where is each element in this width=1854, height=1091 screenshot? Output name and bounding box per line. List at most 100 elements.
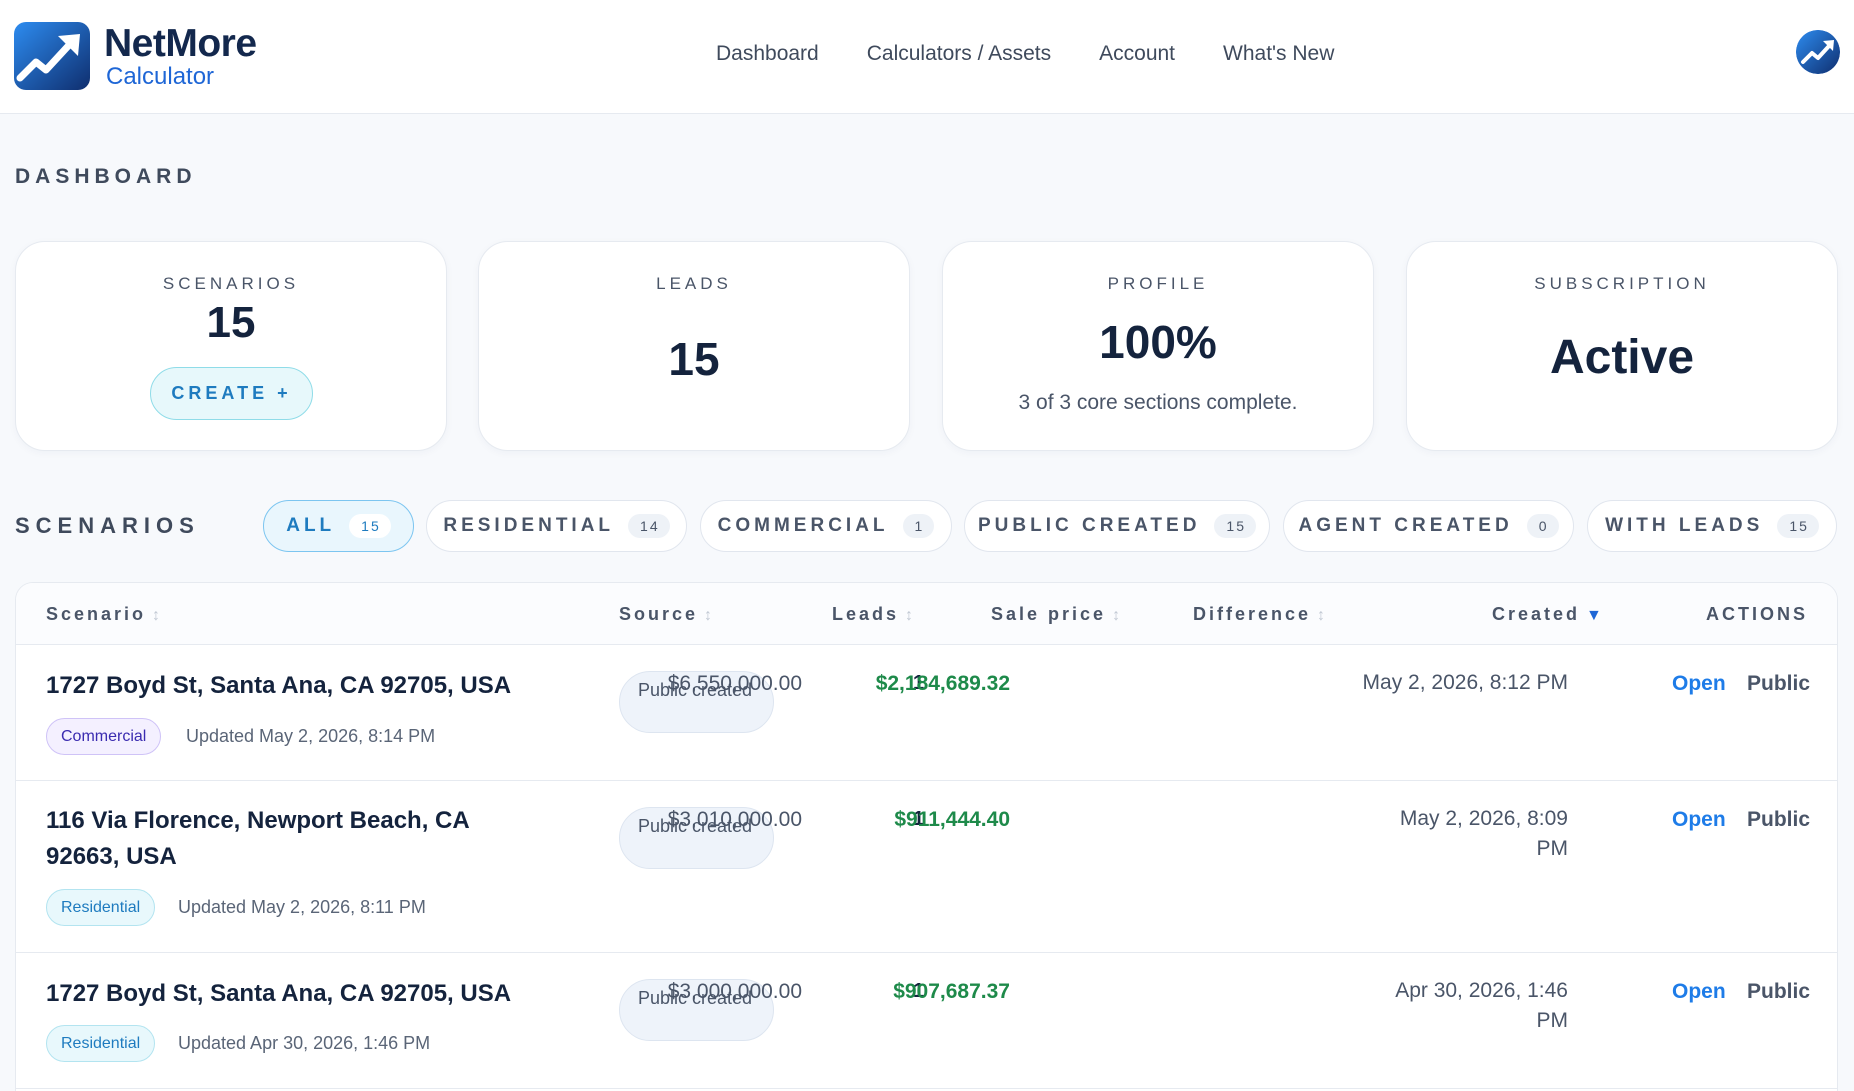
scenario-address[interactable]: 1727 Boyd St, Santa Ana, CA 92705, USA — [46, 980, 512, 1007]
filter-label: COMMERCIAL — [717, 515, 889, 536]
nav-whats-new[interactable]: What's New — [1223, 42, 1335, 65]
user-avatar[interactable] — [1796, 30, 1840, 74]
scenarios-card-label: SCENARIOS — [162, 274, 300, 293]
filter-label: PUBLIC CREATED — [977, 515, 1201, 536]
sort-updown-icon: ↕ — [1112, 607, 1121, 624]
filter-count: 15 — [349, 514, 391, 538]
filter-residential[interactable]: RESIDENTIAL 14 — [426, 500, 687, 552]
page-title: DASHBOARD — [15, 165, 197, 188]
sort-updown-icon: ↕ — [1317, 607, 1326, 624]
profile-completion: 100% — [1099, 316, 1217, 368]
column-actions: ACTIONS — [1706, 604, 1808, 625]
filter-public-created[interactable]: PUBLIC CREATED 15 — [964, 500, 1270, 552]
scenarios-section-label: SCENARIOS — [15, 513, 200, 538]
updated-timestamp: Updated May 2, 2026, 8:11 PM — [178, 897, 426, 917]
profile-status-text: 3 of 3 core sections complete. — [1018, 391, 1298, 414]
sort-updown-icon: ↕ — [704, 607, 713, 624]
column-label: Source — [619, 604, 699, 624]
brand-subtitle: Calculator — [106, 62, 215, 90]
scenarios-table: Scenario ↕ Source ↕ Leads ↕ Sale price ↕ Dif… — [15, 582, 1838, 1091]
scenarios-count: 15 — [206, 298, 256, 347]
type-badge-residential: Residential — [46, 1025, 156, 1062]
subscription-card-label: SUBSCRIPTION — [1534, 274, 1710, 293]
column-label: Leads — [832, 604, 900, 624]
nav-dashboard[interactable]: Dashboard — [716, 42, 819, 65]
source-badge: Public created — [619, 807, 774, 869]
column-label: Scenario — [46, 604, 147, 624]
scenario-address[interactable]: 1727 Boyd St, Santa Ana, CA 92705, USA — [46, 672, 512, 699]
filter-label: RESIDENTIAL — [443, 515, 615, 536]
trending-up-avatar-icon — [1796, 30, 1840, 74]
subscription-card: SUBSCRIPTION Active — [1406, 241, 1838, 451]
filter-count: 1 — [902, 514, 935, 538]
public-link[interactable]: Public — [1747, 808, 1811, 831]
sale-price-cell: $6,550,000.00 — [667, 672, 802, 695]
leads-count-cell: 1 — [913, 672, 925, 694]
filter-count: 0 — [1526, 514, 1559, 538]
table-row: 1727 Boyd St, Santa Ana, CA 92705, USA C… — [16, 645, 1837, 781]
open-link[interactable]: Open — [1672, 672, 1726, 695]
filter-label: WITH LEADS — [1605, 515, 1764, 536]
sort-updown-icon: ↕ — [152, 607, 161, 624]
table-header: Scenario ↕ Source ↕ Leads ↕ Sale price ↕ Dif… — [16, 583, 1837, 645]
column-scenario[interactable]: Scenario ↕ — [46, 604, 160, 625]
main-nav: Dashboard Calculators / Assets Account W… — [716, 42, 1334, 66]
column-label: ACTIONS — [1706, 604, 1808, 624]
filter-agent-created[interactable]: AGENT CREATED 0 — [1283, 500, 1574, 552]
scenarios-card: SCENARIOS 15 CREATE + — [15, 241, 447, 451]
column-label: Sale price — [991, 604, 1107, 624]
open-link[interactable]: Open — [1672, 980, 1726, 1003]
leads-count-cell: 1 — [913, 980, 925, 1002]
create-scenario-button[interactable]: CREATE + — [150, 367, 313, 420]
created-cell: May 2, 2026, 8:09 PM — [1399, 807, 1568, 860]
scenario-address[interactable]: 116 Via Florence, Newport Beach, CA 9266… — [46, 807, 469, 870]
source-badge: Public created — [619, 671, 774, 733]
subscription-status: Active — [1549, 331, 1695, 384]
open-link[interactable]: Open — [1672, 808, 1726, 831]
type-badge-residential: Residential — [46, 889, 156, 926]
created-cell: May 2, 2026, 8:12 PM — [1362, 671, 1568, 694]
table-row: 1727 Boyd St, Santa Ana, CA 92705, USA R… — [16, 953, 1837, 1089]
nav-calculators-assets[interactable]: Calculators / Assets — [866, 42, 1052, 65]
column-label: Created — [1492, 604, 1581, 624]
difference-cell: $911,444.40 — [894, 808, 1010, 831]
brand-logo-link[interactable]: NetMore Calculator — [14, 22, 257, 90]
filter-with-leads[interactable]: WITH LEADS 15 — [1587, 500, 1837, 552]
sort-down-triangle-icon: ▼ — [1586, 607, 1602, 624]
difference-cell: $2,184,689.32 — [875, 672, 1010, 695]
filter-label: ALL — [286, 515, 336, 536]
table-row: 116 Via Florence, Newport Beach, CA 9266… — [16, 781, 1837, 953]
nav-account[interactable]: Account — [1099, 42, 1176, 65]
sale-price-cell: $3,010,000.00 — [667, 808, 802, 831]
column-label: Difference — [1193, 604, 1312, 624]
leads-card-label: LEADS — [656, 274, 732, 293]
brand-name: NetMore — [104, 21, 257, 65]
public-link[interactable]: Public — [1747, 980, 1811, 1003]
filter-count: 15 — [1214, 514, 1256, 538]
updated-timestamp: Updated May 2, 2026, 8:14 PM — [186, 726, 436, 746]
difference-cell: $907,687.37 — [893, 980, 1010, 1003]
type-badge-commercial: Commercial — [46, 718, 162, 755]
public-link[interactable]: Public — [1747, 672, 1811, 695]
filter-commercial[interactable]: COMMERCIAL 1 — [700, 500, 952, 552]
sort-updown-icon: ↕ — [905, 607, 914, 624]
leads-count: 15 — [668, 333, 720, 385]
column-created[interactable]: Created ▼ — [1492, 604, 1602, 625]
column-sale-price[interactable]: Sale price ↕ — [991, 604, 1120, 625]
updated-timestamp: Updated Apr 30, 2026, 1:46 PM — [178, 1033, 431, 1053]
trending-up-logo-icon — [14, 22, 90, 90]
filter-count: 14 — [628, 514, 670, 538]
column-leads[interactable]: Leads ↕ — [832, 604, 913, 625]
leads-count-cell: 1 — [913, 808, 925, 830]
column-difference[interactable]: Difference ↕ — [1193, 604, 1325, 625]
profile-card-label: PROFILE — [1107, 274, 1209, 293]
leads-card: LEADS 15 — [478, 241, 910, 451]
source-badge: Public created — [619, 979, 774, 1041]
sale-price-cell: $3,000,000.00 — [667, 980, 802, 1003]
filter-label: AGENT CREATED — [1298, 515, 1513, 536]
created-cell: Apr 30, 2026, 1:46 PM — [1395, 979, 1568, 1032]
filter-all[interactable]: ALL 15 — [263, 500, 414, 552]
filter-count: 15 — [1777, 514, 1819, 538]
column-source[interactable]: Source ↕ — [619, 604, 712, 625]
profile-card: PROFILE 100% 3 of 3 core sections comple… — [942, 241, 1374, 451]
